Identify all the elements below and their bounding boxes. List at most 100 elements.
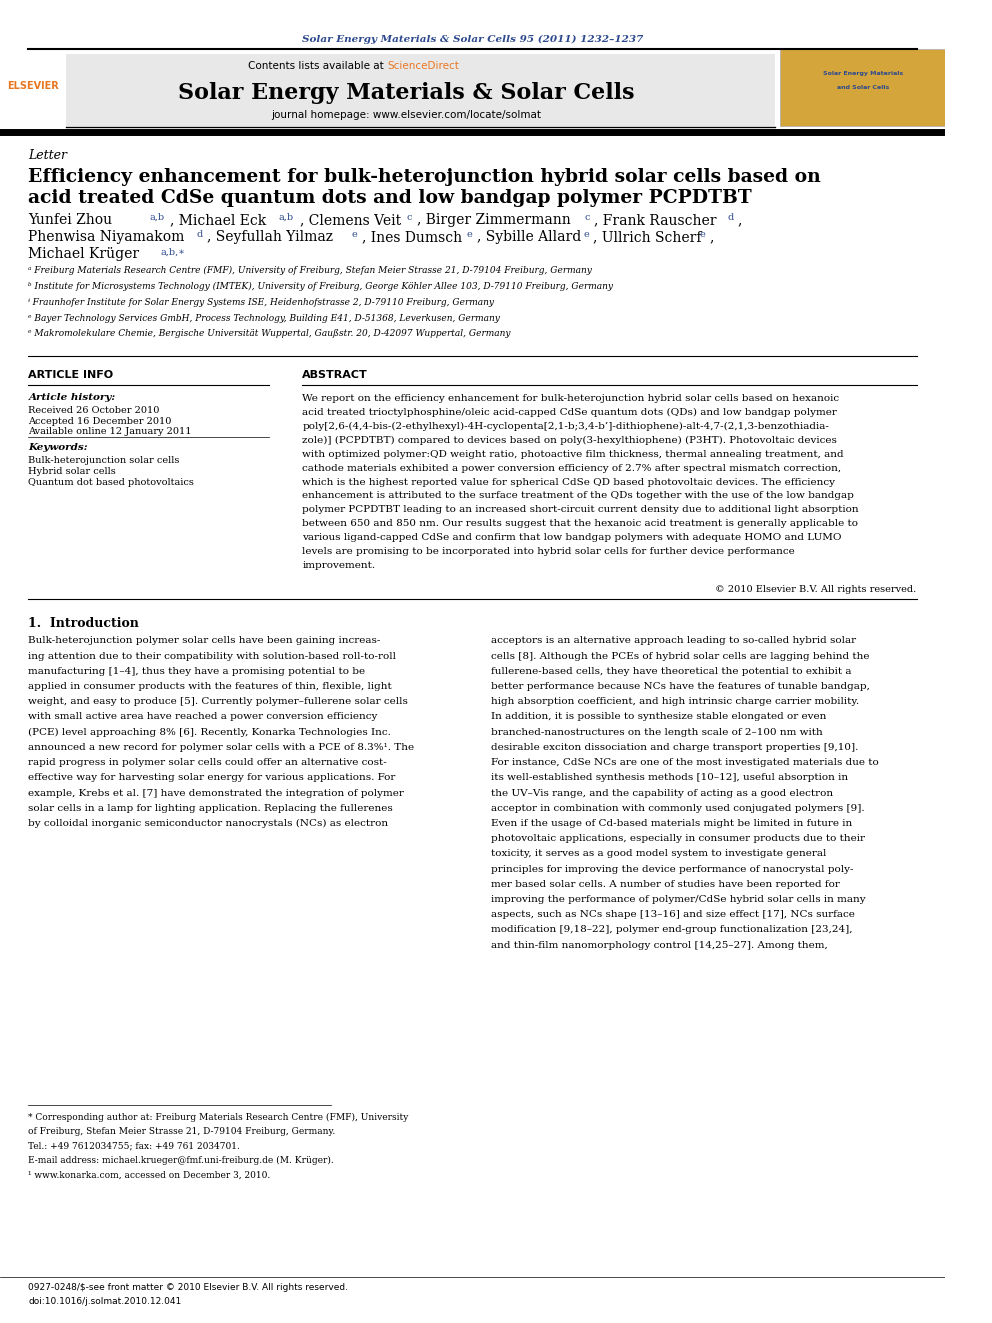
Text: polymer PCPDTBT leading to an increased short-circuit current density due to add: polymer PCPDTBT leading to an increased … bbox=[303, 505, 859, 515]
Text: between 650 and 850 nm. Our results suggest that the hexanoic acid treatment is : between 650 and 850 nm. Our results sugg… bbox=[303, 520, 858, 528]
Text: , Birger Zimmermann: , Birger Zimmermann bbox=[417, 213, 570, 228]
Text: toxicity, it serves as a good model system to investigate general: toxicity, it serves as a good model syst… bbox=[491, 849, 826, 859]
Text: ,: , bbox=[709, 230, 714, 245]
Text: For instance, CdSe NCs are one of the most investigated materials due to: For instance, CdSe NCs are one of the mo… bbox=[491, 758, 879, 767]
Text: applied in consumer products with the features of thin, flexible, light: applied in consumer products with the fe… bbox=[29, 683, 392, 691]
Text: ᵉ Bayer Technology Services GmbH, Process Technology, Building E41, D-51368, Lev: ᵉ Bayer Technology Services GmbH, Proces… bbox=[29, 314, 500, 323]
Text: e: e bbox=[351, 230, 357, 239]
Text: Yunfei Zhou: Yunfei Zhou bbox=[29, 213, 112, 228]
Text: e: e bbox=[699, 230, 705, 239]
Text: zole)] (PCPDTBT) compared to devices based on poly(3-hexylthiophene) (P3HT). Pho: zole)] (PCPDTBT) compared to devices bas… bbox=[303, 437, 837, 445]
Text: c: c bbox=[407, 213, 412, 222]
Text: , Clemens Veit: , Clemens Veit bbox=[300, 213, 401, 228]
Text: modification [9,18–22], polymer end-group functionalization [23,24],: modification [9,18–22], polymer end-grou… bbox=[491, 926, 853, 934]
Text: , Michael Eck: , Michael Eck bbox=[170, 213, 266, 228]
Text: better performance because NCs have the features of tunable bandgap,: better performance because NCs have the … bbox=[491, 683, 870, 691]
Text: 1.  Introduction: 1. Introduction bbox=[29, 617, 139, 630]
Text: the UV–Vis range, and the capability of acting as a good electron: the UV–Vis range, and the capability of … bbox=[491, 789, 833, 798]
Text: and thin-film nanomorphology control [14,25–27]. Among them,: and thin-film nanomorphology control [14… bbox=[491, 941, 828, 950]
Text: improving the performance of polymer/CdSe hybrid solar cells in many: improving the performance of polymer/CdS… bbox=[491, 894, 866, 904]
Text: levels are promising to be incorporated into hybrid solar cells for further devi: levels are promising to be incorporated … bbox=[303, 548, 796, 556]
Text: ,: , bbox=[737, 213, 741, 228]
Text: improvement.: improvement. bbox=[303, 561, 376, 570]
FancyBboxPatch shape bbox=[66, 54, 775, 126]
Text: ing attention due to their compatibility with solution-based roll-to-roll: ing attention due to their compatibility… bbox=[29, 651, 397, 660]
Text: and Solar Cells: and Solar Cells bbox=[836, 85, 889, 90]
Text: © 2010 Elsevier B.V. All rights reserved.: © 2010 Elsevier B.V. All rights reserved… bbox=[715, 585, 917, 594]
Text: In addition, it is possible to synthesize stable elongated or even: In addition, it is possible to synthesiz… bbox=[491, 712, 826, 721]
Text: weight, and easy to produce [5]. Currently polymer–fullerene solar cells: weight, and easy to produce [5]. Current… bbox=[29, 697, 409, 706]
Text: Phenwisa Niyamakom: Phenwisa Niyamakom bbox=[29, 230, 185, 245]
Text: Efficiency enhancement for bulk-heterojunction hybrid solar cells based on: Efficiency enhancement for bulk-heteroju… bbox=[29, 168, 821, 187]
Text: (PCE) level approaching 8% [6]. Recently, Konarka Technologies Inc.: (PCE) level approaching 8% [6]. Recently… bbox=[29, 728, 391, 737]
Text: , Frank Rauscher: , Frank Rauscher bbox=[594, 213, 717, 228]
Text: Michael Krüger: Michael Krüger bbox=[29, 247, 140, 262]
Text: a,b: a,b bbox=[150, 213, 165, 222]
Text: 0927-0248/$-see front matter © 2010 Elsevier B.V. All rights reserved.: 0927-0248/$-see front matter © 2010 Else… bbox=[29, 1283, 348, 1293]
Text: Even if the usage of Cd-based materials might be limited in future in: Even if the usage of Cd-based materials … bbox=[491, 819, 853, 828]
Text: Hybrid solar cells: Hybrid solar cells bbox=[29, 467, 116, 476]
Text: d: d bbox=[196, 230, 202, 239]
Text: enhancement is attributed to the surface treatment of the QDs together with the : enhancement is attributed to the surface… bbox=[303, 491, 854, 500]
Text: acceptor in combination with commonly used conjugated polymers [9].: acceptor in combination with commonly us… bbox=[491, 803, 865, 812]
Text: branched-nanostructures on the length scale of 2–100 nm with: branched-nanostructures on the length sc… bbox=[491, 728, 823, 737]
Text: Quantum dot based photovoltaics: Quantum dot based photovoltaics bbox=[29, 478, 194, 487]
Text: solar cells in a lamp for lighting application. Replacing the fullerenes: solar cells in a lamp for lighting appli… bbox=[29, 803, 393, 812]
Text: Solar Energy Materials & Solar Cells 95 (2011) 1232–1237: Solar Energy Materials & Solar Cells 95 … bbox=[302, 34, 643, 44]
Text: by colloidal inorganic semiconductor nanocrystals (NCs) as electron: by colloidal inorganic semiconductor nan… bbox=[29, 819, 389, 828]
Text: Solar Energy Materials: Solar Energy Materials bbox=[822, 71, 903, 77]
Text: journal homepage: www.elsevier.com/locate/solmat: journal homepage: www.elsevier.com/locat… bbox=[272, 110, 542, 120]
Text: Tel.: +49 7612034755; fax: +49 761 2034701.: Tel.: +49 7612034755; fax: +49 761 20347… bbox=[29, 1142, 240, 1151]
Text: cells [8]. Although the PCEs of hybrid solar cells are lagging behind the: cells [8]. Although the PCEs of hybrid s… bbox=[491, 651, 870, 660]
Text: Letter: Letter bbox=[29, 149, 67, 163]
Text: with small active area have reached a power conversion efficiency: with small active area have reached a po… bbox=[29, 712, 378, 721]
Text: rapid progress in polymer solar cells could offer an alternative cost-: rapid progress in polymer solar cells co… bbox=[29, 758, 387, 767]
Text: example, Krebs et al. [7] have demonstrated the integration of polymer: example, Krebs et al. [7] have demonstra… bbox=[29, 789, 404, 798]
Text: its well-established synthesis methods [10–12], useful absorption in: its well-established synthesis methods [… bbox=[491, 773, 848, 782]
Text: fullerene-based cells, they have theoretical the potential to exhibit a: fullerene-based cells, they have theoret… bbox=[491, 667, 852, 676]
Text: , Seyfullah Yilmaz: , Seyfullah Yilmaz bbox=[207, 230, 333, 245]
Text: Article history:: Article history: bbox=[29, 393, 116, 402]
Text: a,b,∗: a,b,∗ bbox=[161, 247, 186, 257]
Text: Keywords:: Keywords: bbox=[29, 443, 88, 452]
Text: principles for improving the device performance of nanocrystal poly-: principles for improving the device perf… bbox=[491, 865, 854, 873]
Text: Accepted 16 December 2010: Accepted 16 December 2010 bbox=[29, 417, 172, 426]
FancyBboxPatch shape bbox=[780, 49, 945, 126]
Text: , Ullrich Scherf: , Ullrich Scherf bbox=[593, 230, 702, 245]
Text: ᵃ Freiburg Materials Research Centre (FMF), University of Freiburg, Stefan Meier: ᵃ Freiburg Materials Research Centre (FM… bbox=[29, 266, 592, 275]
Text: * Corresponding author at: Freiburg Materials Research Centre (FMF), University: * Corresponding author at: Freiburg Mate… bbox=[29, 1113, 409, 1122]
Text: effective way for harvesting solar energy for various applications. For: effective way for harvesting solar energ… bbox=[29, 773, 396, 782]
Text: c: c bbox=[584, 213, 589, 222]
Text: ScienceDirect: ScienceDirect bbox=[388, 61, 459, 71]
Text: various ligand-capped CdSe and confirm that low bandgap polymers with adequate H: various ligand-capped CdSe and confirm t… bbox=[303, 533, 842, 542]
Text: of Freiburg, Stefan Meier Strasse 21, D-79104 Freiburg, Germany.: of Freiburg, Stefan Meier Strasse 21, D-… bbox=[29, 1127, 335, 1136]
Text: ELSEVIER: ELSEVIER bbox=[7, 81, 59, 91]
Text: a,b: a,b bbox=[279, 213, 294, 222]
Text: We report on the efficiency enhancement for bulk-heterojunction hybrid solar cel: We report on the efficiency enhancement … bbox=[303, 394, 839, 404]
Text: ARTICLE INFO: ARTICLE INFO bbox=[29, 370, 113, 381]
Text: mer based solar cells. A number of studies have been reported for: mer based solar cells. A number of studi… bbox=[491, 880, 840, 889]
Text: which is the highest reported value for spherical CdSe QD based photovoltaic dev: which is the highest reported value for … bbox=[303, 478, 835, 487]
Text: Available online 12 January 2011: Available online 12 January 2011 bbox=[29, 427, 191, 437]
Text: manufacturing [1–4], thus they have a promising potential to be: manufacturing [1–4], thus they have a pr… bbox=[29, 667, 365, 676]
Text: doi:10.1016/j.solmat.2010.12.041: doi:10.1016/j.solmat.2010.12.041 bbox=[29, 1297, 182, 1306]
Text: ᶤ Fraunhofer Institute for Solar Energy Systems ISE, Heidenhofstrasse 2, D-79110: ᶤ Fraunhofer Institute for Solar Energy … bbox=[29, 298, 494, 307]
Text: E-mail address: michael.krueger@fmf.uni-freiburg.de (M. Krüger).: E-mail address: michael.krueger@fmf.uni-… bbox=[29, 1156, 334, 1166]
Text: Bulk-heterojunction solar cells: Bulk-heterojunction solar cells bbox=[29, 456, 180, 466]
Text: ¹ www.konarka.com, accessed on December 3, 2010.: ¹ www.konarka.com, accessed on December … bbox=[29, 1171, 271, 1180]
Text: d: d bbox=[728, 213, 734, 222]
Text: ᵉ Makromolekulare Chemie, Bergische Universität Wuppertal, Gaußstr. 20, D-42097 : ᵉ Makromolekulare Chemie, Bergische Univ… bbox=[29, 329, 511, 339]
Text: Contents lists available at: Contents lists available at bbox=[248, 61, 388, 71]
Text: ABSTRACT: ABSTRACT bbox=[303, 370, 368, 381]
Text: aspects, such as NCs shape [13–16] and size effect [17], NCs surface: aspects, such as NCs shape [13–16] and s… bbox=[491, 910, 855, 919]
Text: with optimized polymer:QD weight ratio, photoactive film thickness, thermal anne: with optimized polymer:QD weight ratio, … bbox=[303, 450, 844, 459]
Text: , Ines Dumsch: , Ines Dumsch bbox=[362, 230, 462, 245]
Text: Received 26 October 2010: Received 26 October 2010 bbox=[29, 406, 160, 415]
Text: poly[2,6-(4,4-bis-(2-ethylhexyl)-4H-cyclopenta[2,1-b;3,4-b’]-dithiophene)-alt-4,: poly[2,6-(4,4-bis-(2-ethylhexyl)-4H-cycl… bbox=[303, 422, 829, 431]
Text: acid treated CdSe quantum dots and low bandgap polymer PCPDTBT: acid treated CdSe quantum dots and low b… bbox=[29, 189, 752, 208]
Text: acid treated trioctylphosphine/oleic acid-capped CdSe quantum dots (QDs) and low: acid treated trioctylphosphine/oleic aci… bbox=[303, 407, 837, 417]
Text: Bulk-heterojunction polymer solar cells have been gaining increas-: Bulk-heterojunction polymer solar cells … bbox=[29, 636, 381, 646]
Text: cathode materials exhibited a power conversion efficiency of 2.7% after spectral: cathode materials exhibited a power conv… bbox=[303, 464, 841, 472]
Text: announced a new record for polymer solar cells with a PCE of 8.3%¹. The: announced a new record for polymer solar… bbox=[29, 744, 415, 751]
Text: acceptors is an alternative approach leading to so-called hybrid solar: acceptors is an alternative approach lea… bbox=[491, 636, 856, 646]
